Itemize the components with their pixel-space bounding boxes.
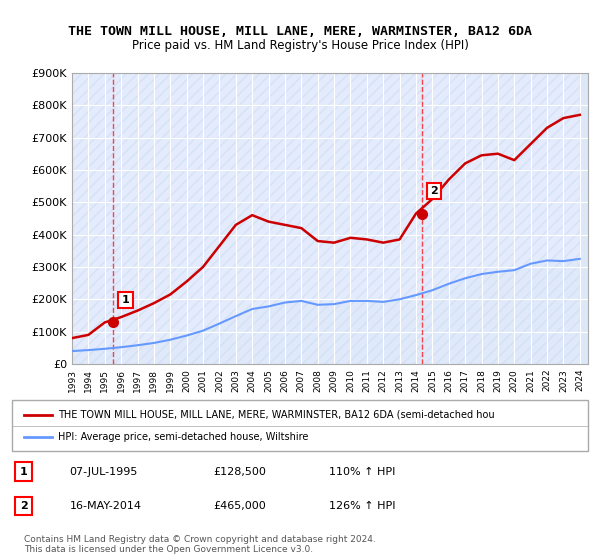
- Text: Price paid vs. HM Land Registry's House Price Index (HPI): Price paid vs. HM Land Registry's House …: [131, 39, 469, 52]
- Text: 126% ↑ HPI: 126% ↑ HPI: [329, 501, 395, 511]
- Text: 1: 1: [121, 295, 129, 305]
- FancyBboxPatch shape: [12, 400, 588, 451]
- Text: Contains HM Land Registry data © Crown copyright and database right 2024.
This d: Contains HM Land Registry data © Crown c…: [24, 535, 376, 554]
- Text: 2: 2: [20, 501, 28, 511]
- Text: 16-MAY-2014: 16-MAY-2014: [70, 501, 142, 511]
- Text: 1: 1: [20, 467, 28, 477]
- Text: THE TOWN MILL HOUSE, MILL LANE, MERE, WARMINSTER, BA12 6DA: THE TOWN MILL HOUSE, MILL LANE, MERE, WA…: [68, 25, 532, 38]
- Text: £128,500: £128,500: [214, 467, 266, 477]
- Text: THE TOWN MILL HOUSE, MILL LANE, MERE, WARMINSTER, BA12 6DA (semi-detached hou: THE TOWN MILL HOUSE, MILL LANE, MERE, WA…: [58, 409, 495, 419]
- Text: HPI: Average price, semi-detached house, Wiltshire: HPI: Average price, semi-detached house,…: [58, 432, 308, 442]
- Text: 110% ↑ HPI: 110% ↑ HPI: [329, 467, 395, 477]
- Text: 2: 2: [430, 186, 438, 196]
- Text: 07-JUL-1995: 07-JUL-1995: [70, 467, 138, 477]
- Text: £465,000: £465,000: [214, 501, 266, 511]
